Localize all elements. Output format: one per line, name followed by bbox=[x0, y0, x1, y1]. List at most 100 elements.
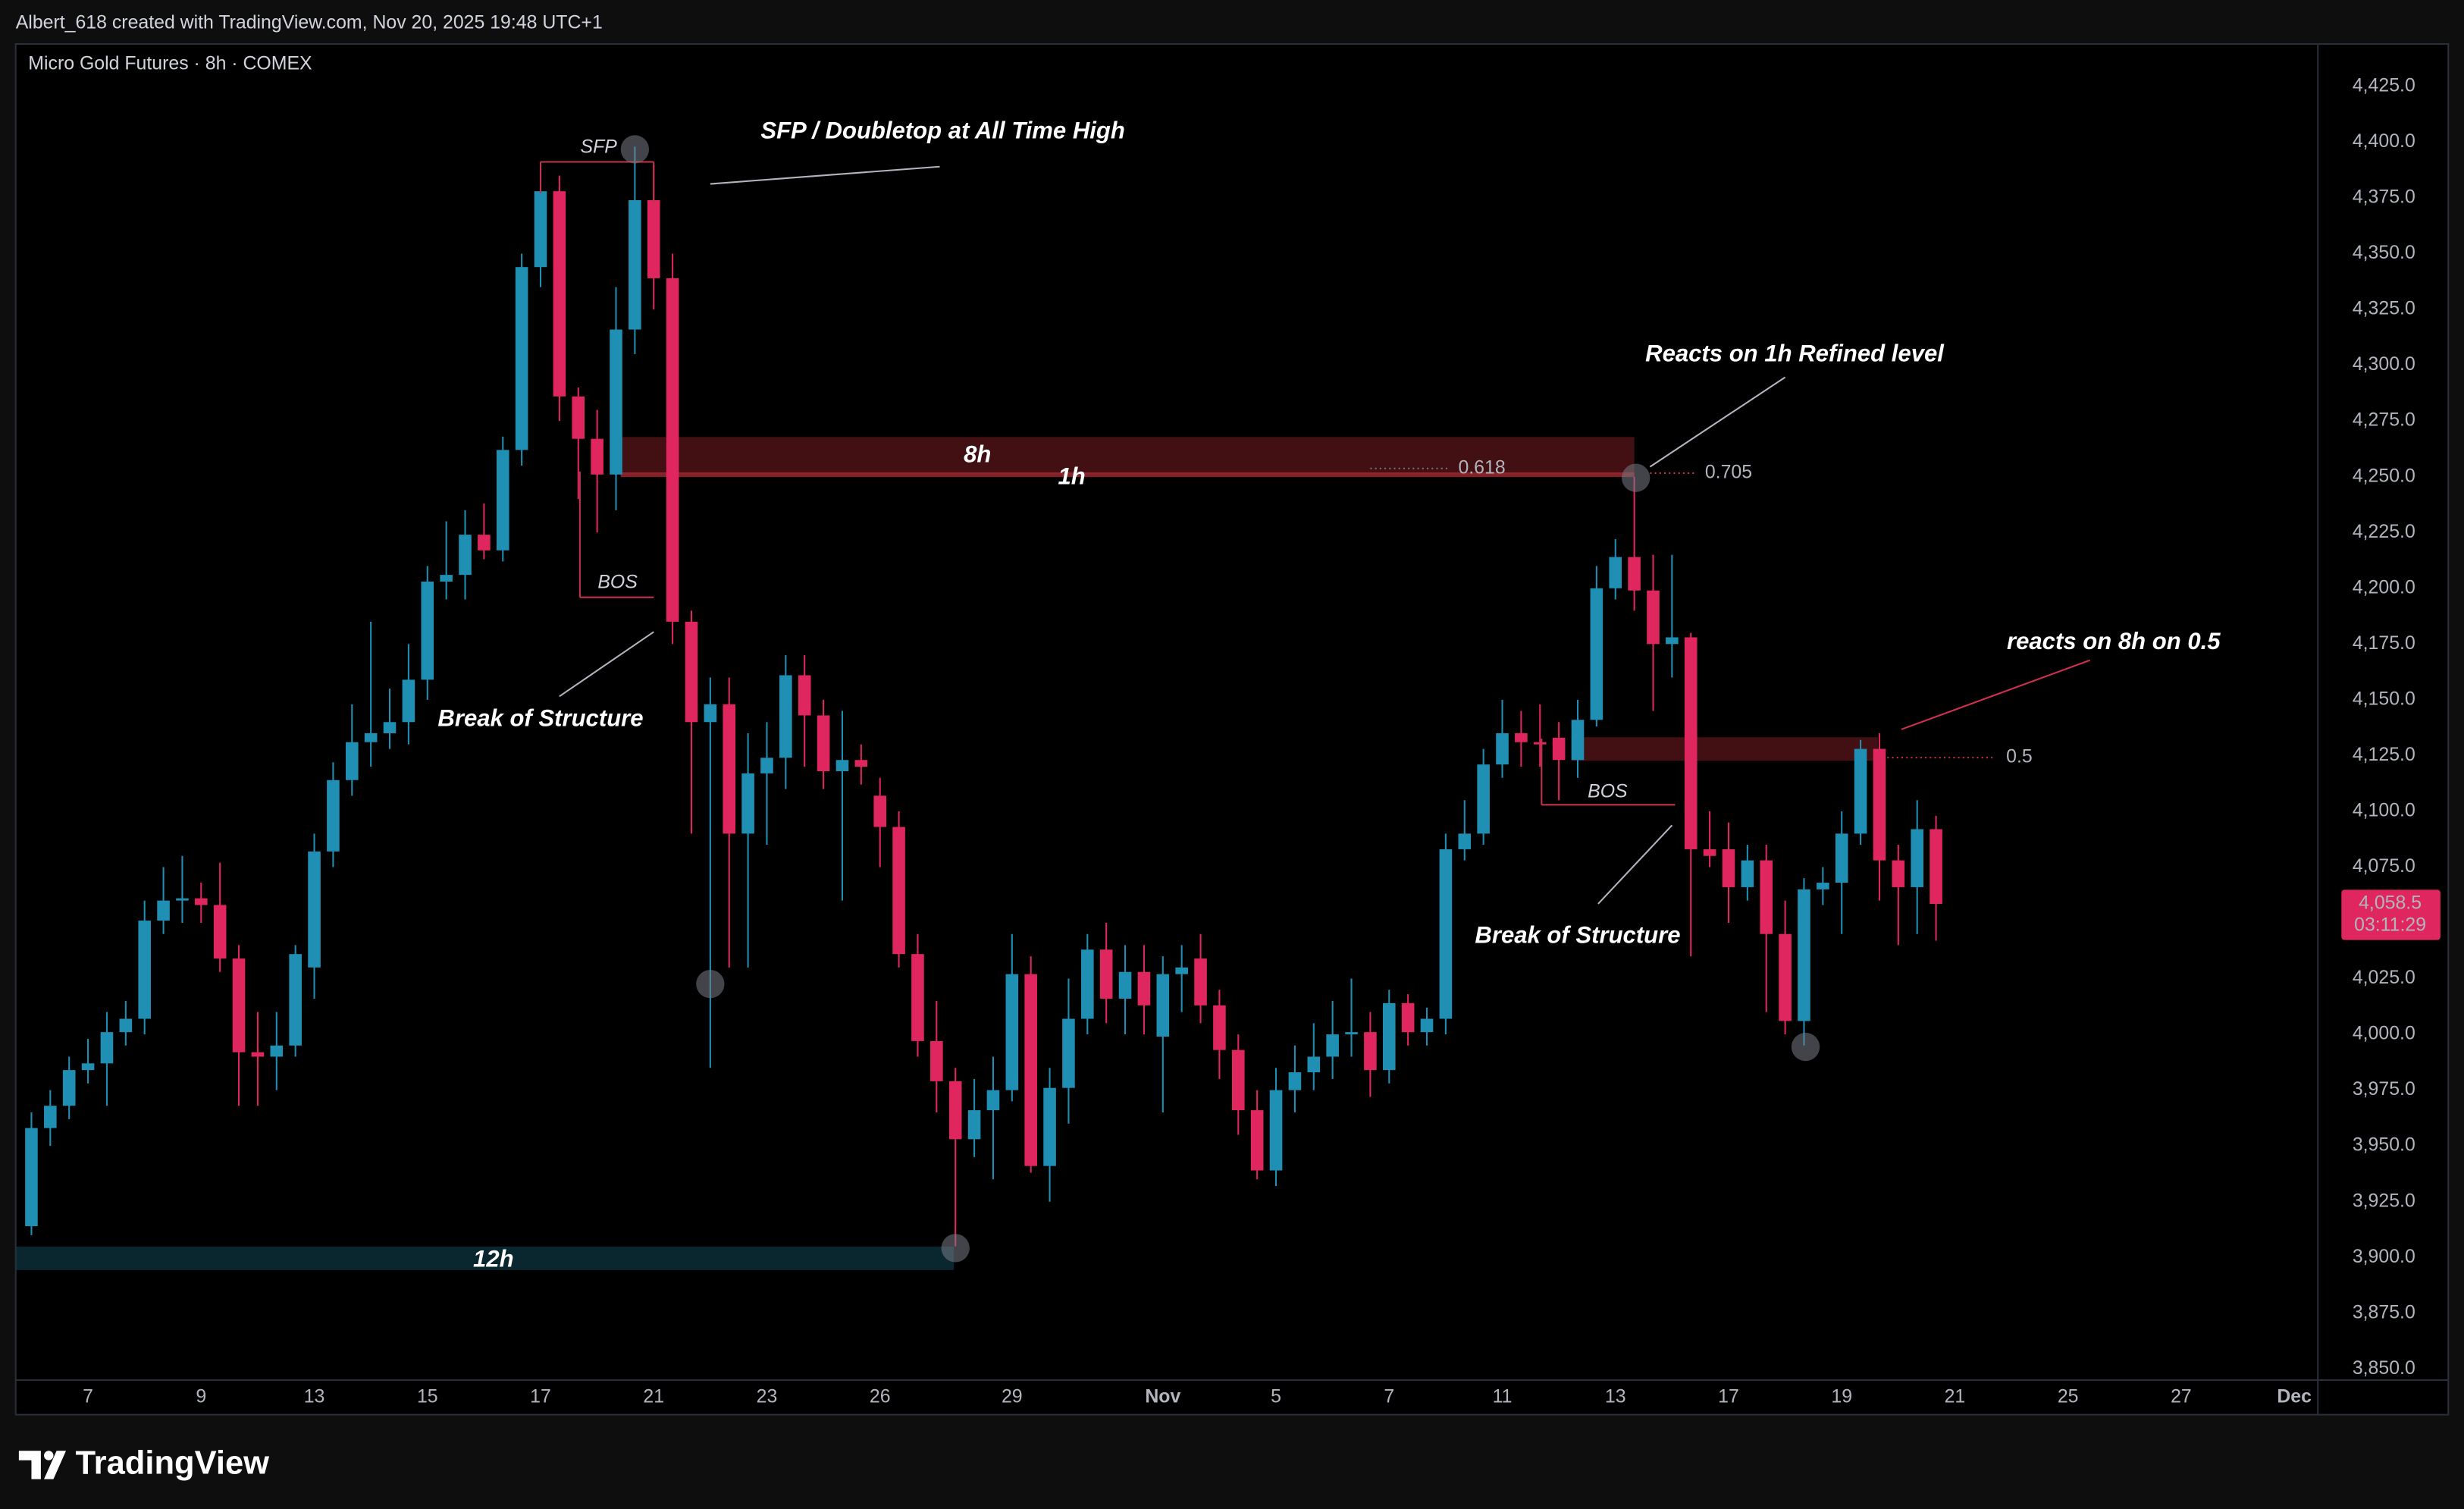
annotation: reacts on 8h on 0.5 bbox=[2007, 628, 2221, 654]
zone-label: 1h bbox=[1058, 463, 1085, 489]
annotation: Break of Structure bbox=[1475, 922, 1680, 949]
candle-body bbox=[402, 679, 415, 723]
candle-body bbox=[1911, 829, 1923, 887]
candle-body bbox=[741, 773, 754, 834]
candle-body bbox=[1382, 1002, 1396, 1071]
x-tick-label: 7 bbox=[83, 1385, 93, 1407]
candle-body bbox=[364, 733, 378, 742]
zone-8h bbox=[620, 437, 1635, 475]
candle-body bbox=[1590, 588, 1603, 720]
candle-body bbox=[1477, 764, 1490, 834]
candle-body bbox=[1175, 967, 1188, 974]
fib-label: 0.618 bbox=[1458, 456, 1505, 478]
y-tick-label: 4,175.0 bbox=[2353, 632, 2415, 654]
candle-body bbox=[1835, 833, 1848, 883]
x-tick-label: 23 bbox=[757, 1385, 778, 1407]
y-tick-label: 4,400.0 bbox=[2353, 130, 2415, 152]
candle-body bbox=[119, 1018, 133, 1033]
y-tick-label: 4,250.0 bbox=[2353, 465, 2415, 486]
candle-body bbox=[232, 958, 246, 1053]
x-tick-label: 27 bbox=[2171, 1385, 2192, 1407]
logo-icon bbox=[18, 1451, 67, 1479]
header: Albert_618 created with TradingView.com,… bbox=[16, 12, 603, 33]
candle-body bbox=[572, 396, 585, 439]
candle-body bbox=[760, 758, 773, 773]
candle-body bbox=[1118, 971, 1132, 999]
candle-body bbox=[383, 722, 397, 733]
candle-body bbox=[176, 898, 189, 901]
candle-body bbox=[157, 900, 170, 921]
logo: TradingView bbox=[18, 1445, 269, 1481]
candle-body bbox=[1099, 949, 1113, 999]
pointer-line bbox=[710, 165, 940, 185]
candle-body bbox=[553, 191, 566, 397]
candle-body bbox=[44, 1106, 57, 1128]
candle-body bbox=[345, 742, 359, 780]
candle-body bbox=[251, 1052, 265, 1057]
x-tick-label: 19 bbox=[1831, 1385, 1852, 1407]
x-tick-label: 26 bbox=[870, 1385, 891, 1407]
zone-label: 12h bbox=[473, 1246, 514, 1272]
candle-body bbox=[1156, 974, 1170, 1037]
candle-body bbox=[1647, 590, 1660, 645]
logo-text: TradingView bbox=[75, 1445, 269, 1481]
candle-body bbox=[817, 715, 830, 771]
y-tick-label: 4,425.0 bbox=[2353, 74, 2415, 96]
candle-body bbox=[854, 760, 868, 767]
candle-body bbox=[930, 1040, 943, 1081]
x-tick-label: 17 bbox=[1718, 1385, 1739, 1407]
x-tick-label: Dec bbox=[2277, 1385, 2312, 1407]
marker bbox=[1791, 1032, 1820, 1062]
structure-label: SFP bbox=[581, 136, 618, 157]
candle-body bbox=[138, 921, 151, 1019]
pointer-line bbox=[1901, 659, 2091, 730]
candle-body bbox=[1515, 733, 1528, 742]
x-tick-label: 15 bbox=[417, 1385, 438, 1407]
candle-body bbox=[1571, 720, 1585, 761]
pointer-line bbox=[1649, 376, 1786, 468]
plot: 3,850.0 3,875.0 3,900.0 3,925.0 3,950.0 3,975… bbox=[15, 74, 2440, 1407]
x-tick-label: 13 bbox=[304, 1385, 325, 1407]
candle-body bbox=[666, 278, 679, 622]
candle-body bbox=[1288, 1072, 1302, 1090]
candle-body bbox=[62, 1070, 76, 1106]
candle-body bbox=[1364, 1032, 1377, 1071]
candle-body bbox=[1666, 637, 1679, 645]
y-tick-label: 4,100.0 bbox=[2353, 799, 2415, 820]
y-tick-label: 3,850.0 bbox=[2353, 1357, 2415, 1379]
candle-body bbox=[723, 704, 736, 834]
y-tick-label: 4,275.0 bbox=[2353, 409, 2415, 431]
x-tick-label: 13 bbox=[1605, 1385, 1626, 1407]
candle-body bbox=[1043, 1087, 1056, 1166]
y-tick-label: 3,925.0 bbox=[2353, 1190, 2415, 1211]
candle-body bbox=[1232, 1049, 1245, 1111]
candle-body bbox=[1420, 1018, 1434, 1033]
fib-label: 0.705 bbox=[1705, 462, 1752, 483]
candle-body bbox=[496, 450, 509, 551]
candle-body bbox=[1779, 933, 1792, 1021]
y-tick-label: 3,975.0 bbox=[2353, 1078, 2415, 1100]
y-tick-label: 4,325.0 bbox=[2353, 298, 2415, 319]
annotation: Break of Structure bbox=[437, 705, 643, 732]
candle-body bbox=[647, 199, 660, 278]
candle-body bbox=[1401, 1002, 1415, 1033]
candle-body bbox=[1684, 637, 1698, 849]
candle-body bbox=[610, 329, 622, 475]
candle-body bbox=[478, 535, 491, 551]
candle-body bbox=[81, 1063, 95, 1071]
candle-body bbox=[948, 1081, 962, 1140]
marker bbox=[1622, 463, 1651, 492]
marker bbox=[620, 135, 650, 164]
annotation: Reacts on 1h Refined level bbox=[1645, 340, 1945, 367]
candle-body bbox=[1703, 849, 1716, 856]
fib-label: 0.5 bbox=[2006, 746, 2033, 767]
candle-body bbox=[1628, 557, 1641, 591]
candle-body bbox=[25, 1128, 38, 1227]
candle-body bbox=[1892, 860, 1905, 887]
price-tag-value: 4,058.5 bbox=[2359, 893, 2422, 914]
candle-body bbox=[1062, 1018, 1075, 1088]
candle-body bbox=[704, 704, 717, 723]
candle-body bbox=[1496, 733, 1509, 765]
candle-body bbox=[986, 1090, 1000, 1111]
